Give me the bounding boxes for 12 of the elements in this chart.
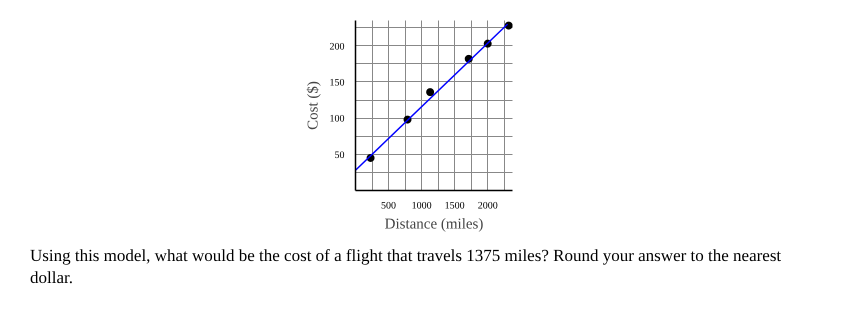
text: Using this model, what would be the cost of a flight that travels 1375 miles? Round your answer to the nearest dollar. xyxy=(30,245,782,290)
x-tick-label: 1000 xyxy=(412,200,432,212)
y-axis-title: Cost ($) xyxy=(306,81,322,130)
point xyxy=(426,88,434,96)
x-axis-title: Distance (miles) xyxy=(384,216,484,232)
x-tick-label: 500 xyxy=(381,200,396,212)
x-tick-label: 2000 xyxy=(478,200,498,212)
x-tick-label: 1500 xyxy=(444,200,465,212)
y-tick-label: 200 xyxy=(330,41,344,52)
y-tick-label: 150 xyxy=(330,77,344,88)
y-tick-label: 100 xyxy=(330,114,344,125)
y-tick-label: 50 xyxy=(334,150,344,161)
